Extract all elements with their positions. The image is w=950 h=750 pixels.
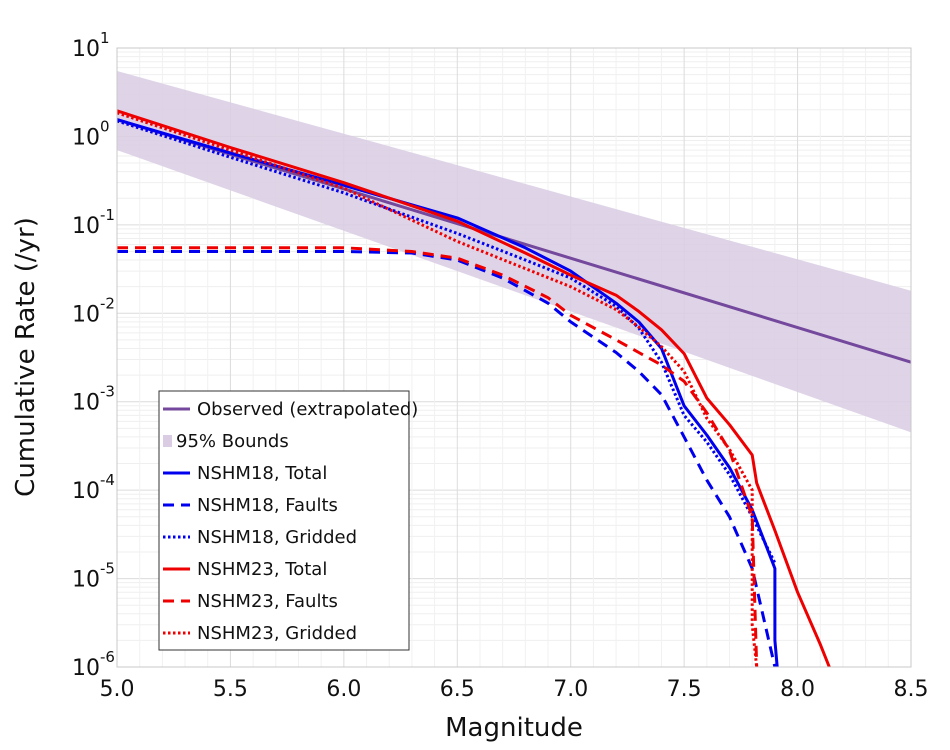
legend-box <box>158 390 410 651</box>
series-line-1 <box>117 118 911 364</box>
y-tick-label: 10 0 <box>72 117 110 150</box>
y-tick-label: 10 -4 <box>72 471 115 504</box>
legend-item: NSHM23, Gridded <box>163 623 357 644</box>
legend-item: NSHM18, Total <box>163 463 327 484</box>
y-tick-exponent: -1 <box>100 206 115 224</box>
legend-label: 95% Bounds <box>176 431 289 452</box>
y-tick-label: 10 -5 <box>72 560 115 593</box>
y-tick-base: 10 <box>72 125 100 150</box>
y-tick-base: 10 <box>72 656 100 681</box>
legend-item: Observed (extrapolated) <box>163 399 418 420</box>
y-tick-base: 10 <box>72 302 100 327</box>
series-line-5 <box>117 109 831 668</box>
y-tick-label: 10 -3 <box>72 383 115 416</box>
bounds-band-layer <box>117 70 911 433</box>
legend-item: 95% Bounds <box>163 431 289 452</box>
y-tick-exponent: 1 <box>100 29 110 47</box>
series-line-3 <box>117 250 777 668</box>
y-tick-base: 10 <box>72 391 100 416</box>
legend-item: NSHM18, Gridded <box>163 527 357 548</box>
x-tick-label: 5.5 <box>213 677 248 702</box>
y-tick-exponent: -4 <box>100 471 115 489</box>
y-tick-exponent: 0 <box>100 117 110 135</box>
y-tick-base: 10 <box>72 568 100 593</box>
y-tick-exponent: -5 <box>100 560 115 578</box>
x-tick-label: 6.0 <box>326 677 361 702</box>
legend-label: Observed (extrapolated) <box>197 399 418 420</box>
legend-swatch <box>163 435 172 447</box>
x-tick-label: 6.5 <box>440 677 475 702</box>
legend-label: NSHM18, Faults <box>197 495 338 516</box>
series-line-4 <box>117 119 777 564</box>
x-tick-label: 8.5 <box>894 677 929 702</box>
series-layer <box>117 109 911 668</box>
y-tick-base: 10 <box>72 37 100 62</box>
legend-item: NSHM23, Total <box>163 559 327 580</box>
x-tick-label: 7.5 <box>667 677 702 702</box>
legend-item: NSHM18, Faults <box>163 495 338 516</box>
y-tick-label: 10 1 <box>72 29 110 62</box>
x-tick-label: 8.0 <box>780 677 815 702</box>
legend-item: NSHM23, Faults <box>163 591 338 612</box>
legend-label: NSHM23, Gridded <box>197 623 357 644</box>
y-tick-base: 10 <box>72 479 100 504</box>
legend-label: NSHM18, Gridded <box>197 527 357 548</box>
series-line-7 <box>117 111 759 668</box>
y-tick-base: 10 <box>72 214 100 239</box>
plot-frame <box>116 47 912 668</box>
y-tick-exponent: -6 <box>100 648 115 666</box>
legend-label: NSHM18, Total <box>197 463 327 484</box>
legend-label: NSHM23, Total <box>197 559 327 580</box>
legend: Observed (extrapolated) 95% Bounds NSHM18,… <box>158 390 418 651</box>
y-axis-label: Cumulative Rate (/yr) <box>11 217 41 497</box>
y-tick-label: 10 -1 <box>72 206 115 239</box>
x-tick-label: 5.0 <box>100 677 135 702</box>
y-tick-exponent: -3 <box>100 383 115 401</box>
bounds-band <box>117 70 911 433</box>
y-tick-label: 10 -6 <box>72 648 115 681</box>
x-axis-label: Magnitude <box>445 713 583 743</box>
legend-label: NSHM23, Faults <box>197 591 338 612</box>
x-tick-labels: 5.0 5.5 6.0 6.5 7.0 7.5 8.0 8.5 <box>100 677 929 702</box>
y-tick-label: 10 -2 <box>72 294 115 327</box>
series-line-6 <box>117 246 759 668</box>
y-tick-exponent: -2 <box>100 294 115 312</box>
x-tick-label: 7.0 <box>553 677 588 702</box>
